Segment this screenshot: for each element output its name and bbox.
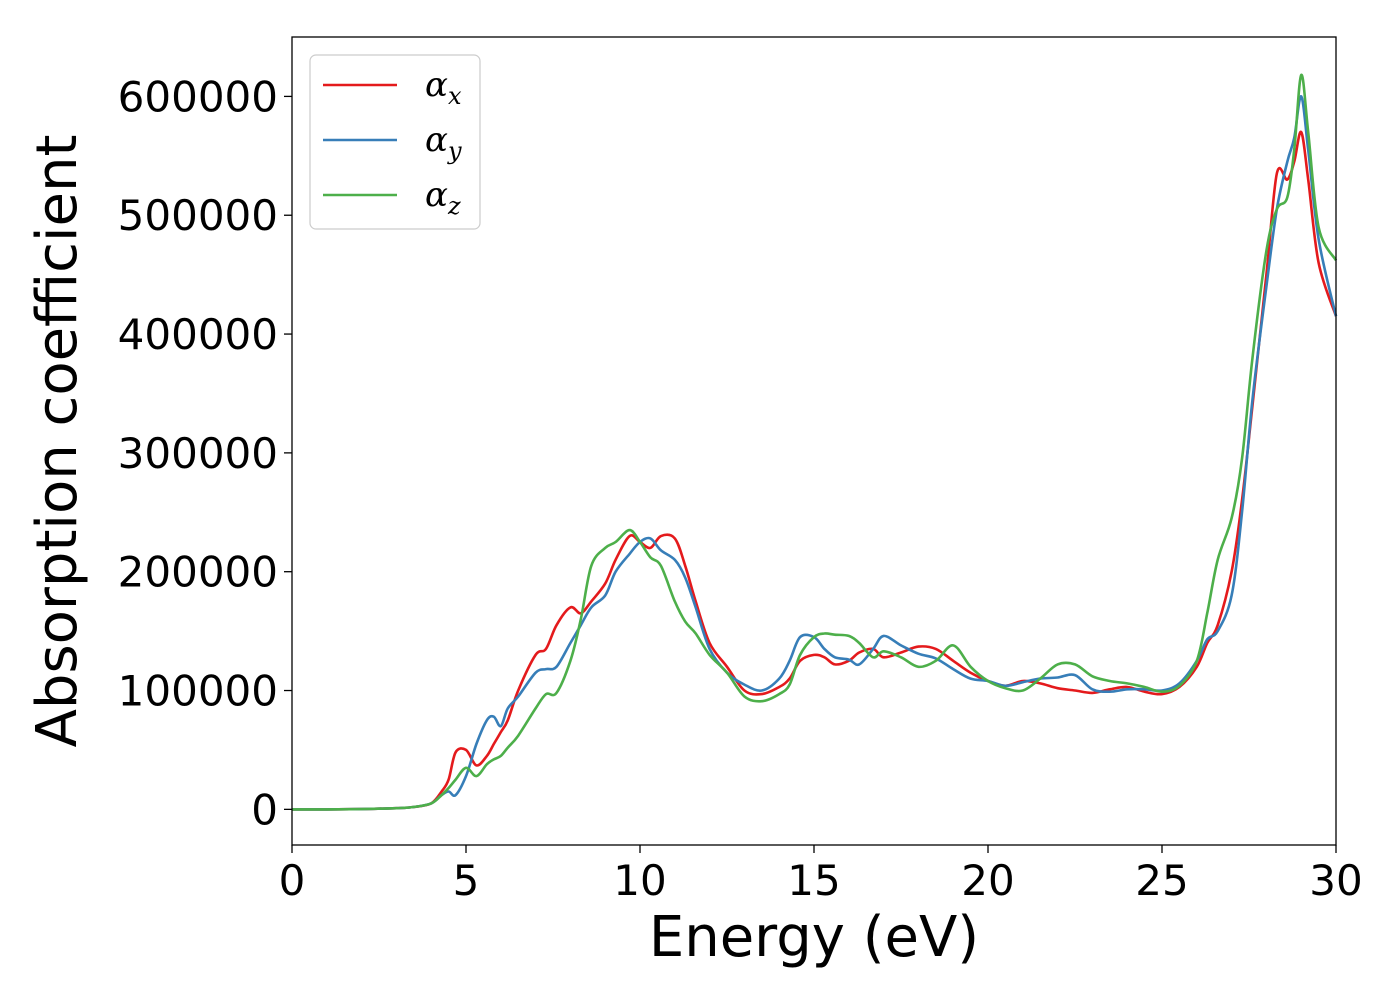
y-tick-label: 200000 <box>118 548 278 597</box>
y-tick-label: 100000 <box>118 667 278 716</box>
y-axis-label: Absorption coefficient <box>25 135 90 748</box>
y-tick-label: 600000 <box>118 72 278 121</box>
series-line-z <box>291 73 1338 811</box>
x-tick-label: 10 <box>613 856 666 905</box>
x-axis-ticks: 0 5 10 15 20 25 30 <box>279 845 1363 905</box>
legend-label-z: αz <box>425 175 461 220</box>
y-axis-ticks: 0 100000 200000 300000 400000 500000 600000 <box>118 72 292 834</box>
x-tick-label: 20 <box>961 856 1014 905</box>
x-axis-label: Energy (eV) <box>649 905 979 970</box>
y-tick-label: 300000 <box>118 429 278 478</box>
legend-label-x: αx <box>425 65 462 110</box>
x-tick-label: 15 <box>787 856 840 905</box>
series-lines <box>291 73 1338 811</box>
legend-box <box>309 54 481 230</box>
x-tick-label: 25 <box>1135 856 1188 905</box>
legend: αx αy αz <box>309 54 481 230</box>
y-tick-label: 500000 <box>118 191 278 240</box>
y-tick-label: 400000 <box>118 310 278 359</box>
x-tick-label: 5 <box>453 856 480 905</box>
y-tick-label: 0 <box>251 785 278 834</box>
legend-label-y: αy <box>425 120 462 165</box>
x-tick-label: 0 <box>279 856 306 905</box>
x-tick-label: 30 <box>1309 856 1362 905</box>
